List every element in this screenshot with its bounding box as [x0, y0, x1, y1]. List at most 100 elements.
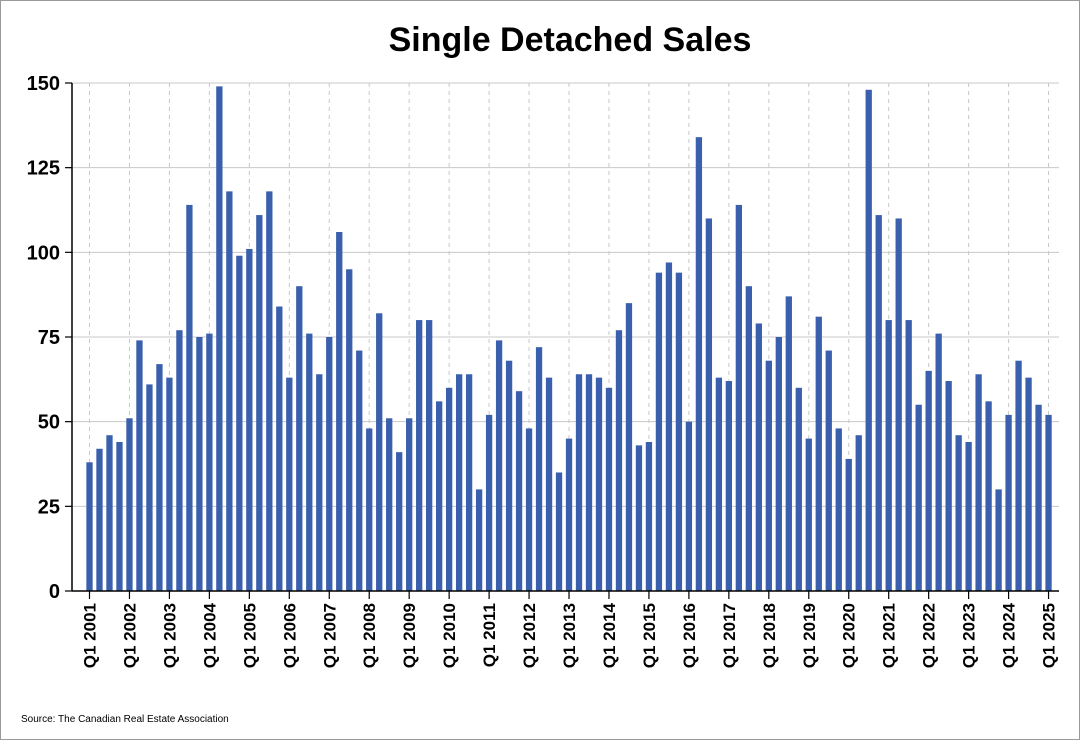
- x-tick-label: Q1 2020: [840, 603, 859, 668]
- bar: [1015, 360, 1022, 591]
- bar: [695, 137, 703, 592]
- x-tick-label: Q1 2011: [480, 603, 499, 667]
- bar: [485, 414, 493, 591]
- bar: [336, 232, 343, 591]
- bar: [176, 330, 183, 591]
- bar: [505, 360, 513, 591]
- x-tick-label: Q1 2016: [680, 603, 699, 668]
- bar: [655, 272, 663, 591]
- bar: [525, 428, 533, 591]
- y-tick-label: 75: [38, 327, 60, 349]
- bar: [535, 347, 543, 591]
- bar: [186, 204, 193, 592]
- x-tick-label: Q1 2015: [640, 603, 659, 668]
- bar: [445, 387, 453, 591]
- bar: [436, 401, 443, 591]
- x-tick-label: Q1 2006: [280, 603, 299, 668]
- tick-labels: 0 25 50 75 100 125 150 Q1 2001 Q1 2002 Q1 2003 Q1 …: [27, 73, 1059, 668]
- bar: [296, 286, 303, 591]
- bar: [475, 489, 483, 591]
- axes: [65, 82, 1059, 599]
- bar: [96, 448, 103, 591]
- bar: [156, 364, 163, 591]
- x-tick-label: Q1 2023: [960, 603, 979, 668]
- bar: [765, 360, 772, 591]
- bar: [226, 191, 233, 591]
- bar: [645, 441, 653, 591]
- bar: [975, 374, 982, 591]
- x-tick-label: Q1 2009: [400, 603, 419, 668]
- bar: [915, 404, 922, 591]
- bar: [905, 320, 912, 591]
- bar: [945, 381, 952, 591]
- bar: [755, 323, 762, 591]
- bar: [196, 337, 203, 591]
- bar: [356, 350, 363, 591]
- y-tick-label: 100: [27, 242, 60, 264]
- bar: [376, 313, 383, 591]
- bar: [386, 418, 393, 591]
- bar: [885, 320, 892, 591]
- bar: [206, 333, 213, 591]
- x-tick-label: Q1 2014: [600, 602, 619, 668]
- bar: [865, 89, 872, 592]
- bar: [545, 377, 553, 591]
- bar: [406, 418, 413, 591]
- bar: [455, 374, 463, 591]
- bar: [735, 204, 742, 592]
- bar: [495, 340, 503, 591]
- x-tick-label: Q1 2013: [560, 603, 579, 668]
- bar: [146, 384, 153, 591]
- x-tick-label: Q1 2007: [320, 603, 339, 668]
- bar: [935, 333, 942, 591]
- bar: [785, 296, 792, 591]
- bar: [845, 458, 852, 591]
- bar: [86, 462, 93, 591]
- bar: [1035, 404, 1042, 591]
- bar: [136, 340, 143, 591]
- bar: [166, 377, 173, 591]
- bar: [615, 330, 623, 591]
- bar: [895, 218, 902, 591]
- bar: [715, 377, 723, 591]
- bar: [595, 377, 603, 591]
- x-tick-label: Q1 2004: [200, 602, 219, 668]
- bar: [875, 215, 882, 591]
- bar: [116, 441, 123, 591]
- bar: [665, 262, 673, 591]
- bar: [635, 445, 643, 591]
- bar: [965, 441, 972, 591]
- bar: [685, 421, 693, 591]
- y-tick-label: 150: [27, 73, 60, 95]
- x-tick-label: Q1 2018: [760, 603, 779, 668]
- bar: [815, 316, 822, 591]
- bar: [585, 374, 593, 591]
- bars: [86, 86, 1052, 592]
- bar: [276, 306, 283, 591]
- source-note: Source: The Canadian Real Estate Associa…: [21, 714, 229, 725]
- bar: [1005, 414, 1012, 591]
- bar: [306, 333, 313, 591]
- bar: [465, 374, 473, 591]
- x-tick-label: Q1 2024: [1000, 602, 1019, 668]
- bar: [675, 272, 683, 591]
- bar: [266, 191, 273, 591]
- y-tick-label: 25: [38, 496, 60, 518]
- bar: [246, 248, 253, 592]
- bar: [795, 387, 802, 591]
- x-tick-label: Q1 2008: [360, 603, 379, 668]
- bar: [705, 218, 713, 591]
- bar: [555, 472, 563, 591]
- bar: [575, 374, 583, 591]
- bar: [316, 374, 323, 591]
- bar: [565, 438, 573, 591]
- bar: [366, 428, 373, 591]
- y-tick-label: 125: [27, 158, 60, 180]
- bar: [126, 418, 133, 591]
- bar: [236, 255, 243, 591]
- x-tick-label: Q1 2005: [240, 603, 259, 668]
- x-tick-label: Q1 2021: [880, 603, 899, 668]
- bar: [515, 391, 523, 591]
